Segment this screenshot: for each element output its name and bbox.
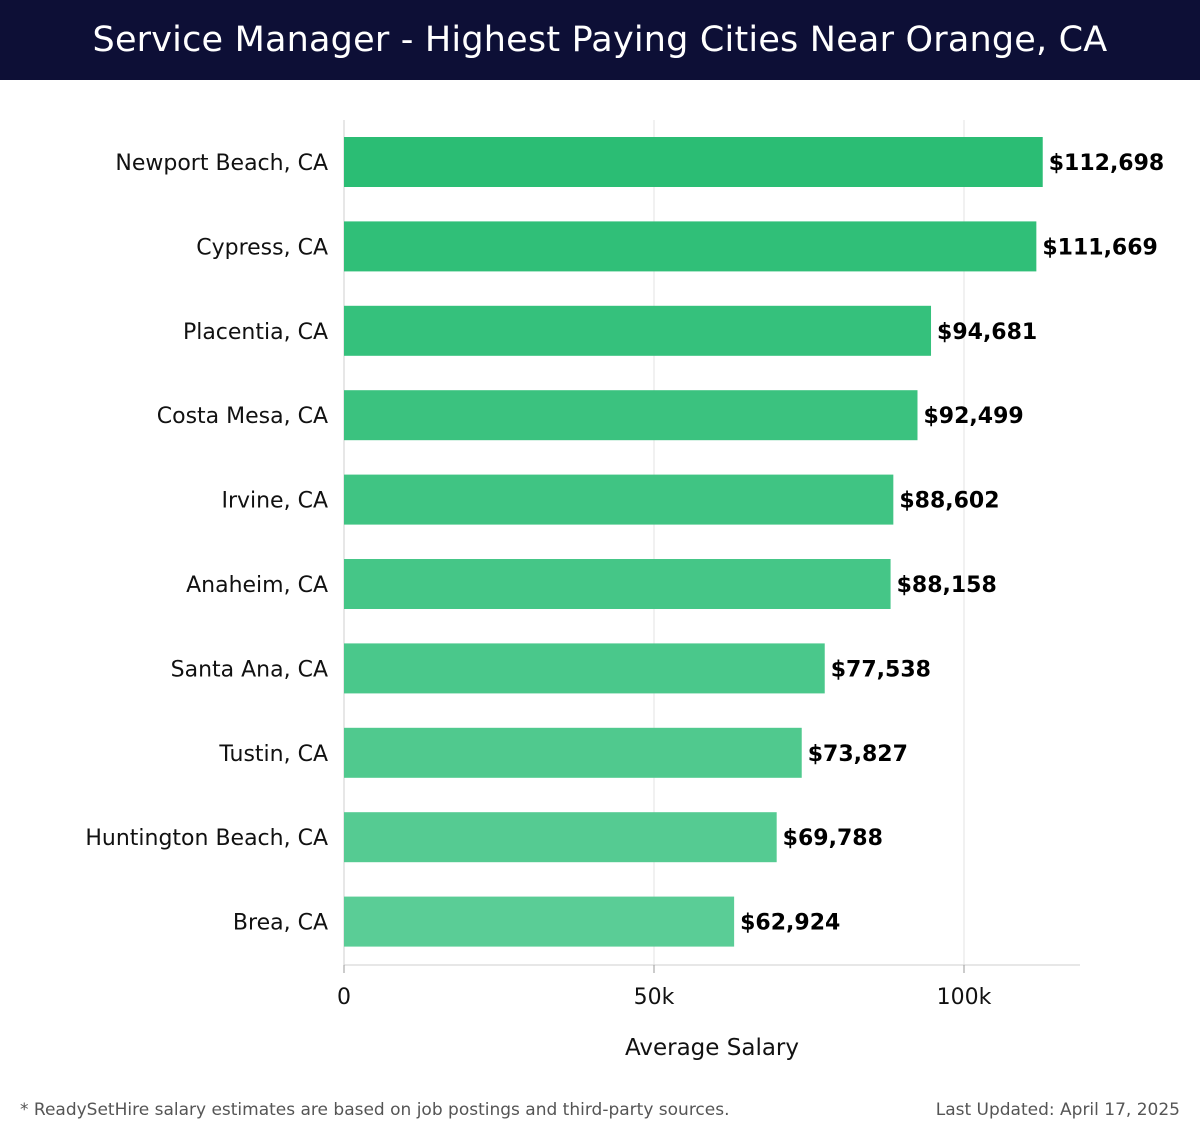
category-label: Tustin, CA xyxy=(218,742,328,767)
value-labels: $112,698 $111,669 $94,681 $92,499 $88,602 $88… xyxy=(740,151,1164,936)
bar xyxy=(344,221,1037,272)
bar xyxy=(344,305,932,356)
x-tick-label: 50k xyxy=(634,985,675,1010)
category-label: Huntington Beach, CA xyxy=(85,826,328,851)
value-label: $94,681 xyxy=(937,320,1037,345)
x-axis-title: Average Salary xyxy=(625,1035,799,1061)
footer-note: * ReadySetHire salary estimates are base… xyxy=(20,1100,730,1120)
category-labels: Newport Beach, CA Cypress, CA Placentia, C… xyxy=(85,151,328,936)
category-label: Placentia, CA xyxy=(183,320,328,345)
category-label: Irvine, CA xyxy=(221,489,328,514)
value-label: $92,499 xyxy=(923,404,1023,429)
value-label: $88,158 xyxy=(897,573,997,598)
category-label: Anaheim, CA xyxy=(186,573,328,598)
value-label: $69,788 xyxy=(783,826,883,851)
bar xyxy=(344,643,825,694)
value-label: $88,602 xyxy=(899,489,999,514)
chart-header: Service Manager - Highest Paying Cities … xyxy=(0,0,1200,80)
value-label: $111,669 xyxy=(1042,235,1158,260)
category-label: Costa Mesa, CA xyxy=(157,404,328,429)
bar xyxy=(344,812,777,863)
category-label: Cypress, CA xyxy=(196,235,328,260)
x-axis: 0 50k 100k Average Salary xyxy=(337,964,1080,1061)
x-tick-label: 0 xyxy=(337,985,351,1010)
value-label: $112,698 xyxy=(1049,151,1165,176)
x-tick-label: 100k xyxy=(937,985,992,1010)
bar xyxy=(344,727,802,778)
category-label: Santa Ana, CA xyxy=(171,657,328,682)
salary-bar-chart: Newport Beach, CA Cypress, CA Placentia, C… xyxy=(85,120,1164,1061)
bar xyxy=(344,896,735,947)
value-label: $62,924 xyxy=(740,911,840,936)
category-label: Newport Beach, CA xyxy=(115,151,328,176)
value-label: $73,827 xyxy=(808,742,908,767)
bar xyxy=(344,559,891,609)
chart-title: Service Manager - Highest Paying Cities … xyxy=(92,20,1108,60)
bar xyxy=(344,137,1043,187)
bars xyxy=(344,137,1043,947)
bar xyxy=(344,390,918,441)
category-label: Brea, CA xyxy=(233,911,328,936)
last-updated: Last Updated: April 17, 2025 xyxy=(935,1100,1180,1120)
bar xyxy=(344,474,894,525)
value-label: $77,538 xyxy=(831,657,931,682)
